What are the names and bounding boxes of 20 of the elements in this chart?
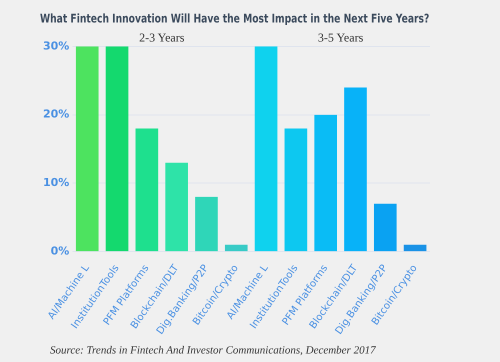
y-tick-label: 0% <box>50 244 70 258</box>
text: 3-5 Years <box>318 30 364 45</box>
bar <box>136 128 158 252</box>
bar <box>314 114 338 252</box>
bar <box>374 204 397 252</box>
bar <box>195 196 218 252</box>
bar <box>344 87 367 252</box>
bar <box>224 244 248 252</box>
bar <box>284 128 308 252</box>
bar <box>76 46 99 252</box>
bar <box>254 46 278 252</box>
y-tick-label: 20% <box>42 108 70 121</box>
y-tick-label: 10% <box>42 176 70 190</box>
bar <box>106 46 128 252</box>
text: 2-3 Years <box>139 30 185 45</box>
bar <box>165 162 188 252</box>
source-note: Source: Trends in Fintech And Investor Communications, December 2017 <box>50 344 376 356</box>
y-tick-label: 30% <box>42 39 70 52</box>
bar <box>404 244 426 252</box>
chart-title: What Fintech Innovation Will Have the Most Impact in the Next Five Years? <box>40 11 430 26</box>
